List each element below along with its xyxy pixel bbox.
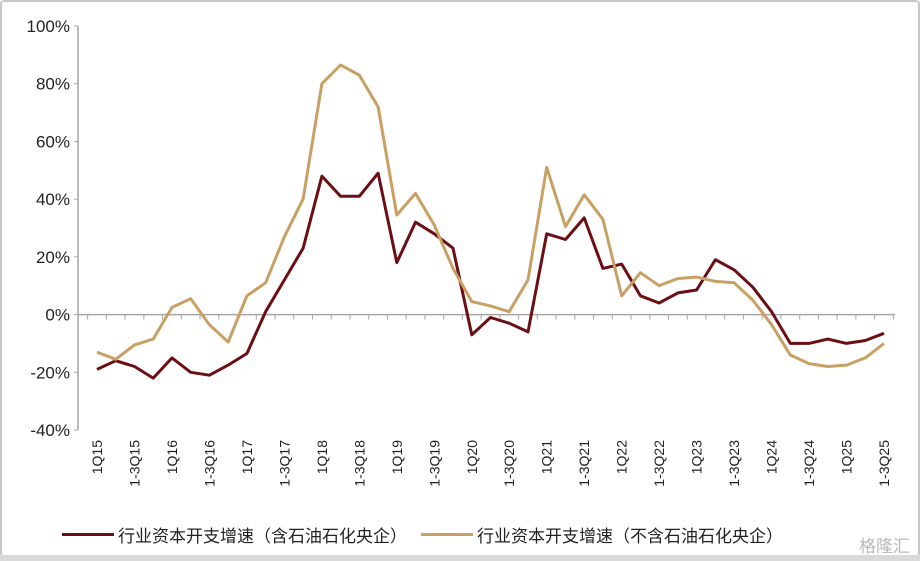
x-tick-label: 1-3Q22 <box>651 440 667 487</box>
series-line-incl <box>96 171 885 380</box>
x-tick-label: 1-3Q21 <box>576 440 592 487</box>
series-line-excl <box>96 63 885 368</box>
legend-item-incl: 行业资本开支增速（含石油石化央企） <box>62 522 407 547</box>
x-tick-label: 1Q21 <box>539 440 555 474</box>
x-tick-label: 1Q16 <box>164 440 180 474</box>
legend-label-incl: 行业资本开支增速（含石油石化央企） <box>118 527 407 547</box>
x-tick-label: 1-3Q20 <box>501 440 517 487</box>
x-tick-label: 1Q25 <box>839 440 855 474</box>
y-tick-label: 20% <box>36 248 70 267</box>
legend: 行业资本开支增速（含石油石化央企） 行业资本开支增速（不含石油石化央企） <box>62 522 797 547</box>
x-tick-label: 1-3Q16 <box>201 440 217 487</box>
y-tick-label: 40% <box>36 190 70 209</box>
x-tick-label: 1Q17 <box>239 440 255 474</box>
x-tick-label: 1Q24 <box>764 440 780 474</box>
x-tick-label: 1Q23 <box>689 440 705 474</box>
x-tick-label: 1Q20 <box>464 440 480 474</box>
x-tick-label: 1-3Q25 <box>876 440 892 487</box>
y-tick-label: -20% <box>30 363 70 382</box>
legend-item-excl: 行业资本开支增速（不含石油石化央企） <box>421 522 783 547</box>
y-tick-label: -40% <box>30 421 70 440</box>
bottom-strip <box>0 555 920 561</box>
legend-swatch-incl <box>62 533 114 536</box>
y-tick-label: 100% <box>27 17 70 36</box>
legend-label-excl: 行业资本开支增速（不含石油石化央企） <box>477 527 783 547</box>
y-tick-label: 60% <box>36 132 70 151</box>
x-tick-label: 1-3Q23 <box>726 440 742 487</box>
x-tick-label: 1Q18 <box>314 440 330 474</box>
x-tick-label: 1-3Q24 <box>801 440 817 487</box>
x-tick-label: 1Q15 <box>89 440 105 474</box>
x-tick-label: 1-3Q17 <box>276 440 292 487</box>
y-tick-label: 80% <box>36 75 70 94</box>
x-tick-label: 1-3Q19 <box>426 440 442 487</box>
watermark-logo: 格隆汇 <box>859 537 910 557</box>
x-tick-label: 1Q22 <box>614 440 630 474</box>
x-tick-label: 1Q19 <box>389 440 405 474</box>
x-tick-label: 1-3Q18 <box>351 440 367 487</box>
legend-swatch-excl <box>421 533 473 536</box>
x-tick-label: 1-3Q15 <box>126 440 142 487</box>
y-tick-label: 0% <box>45 306 70 325</box>
